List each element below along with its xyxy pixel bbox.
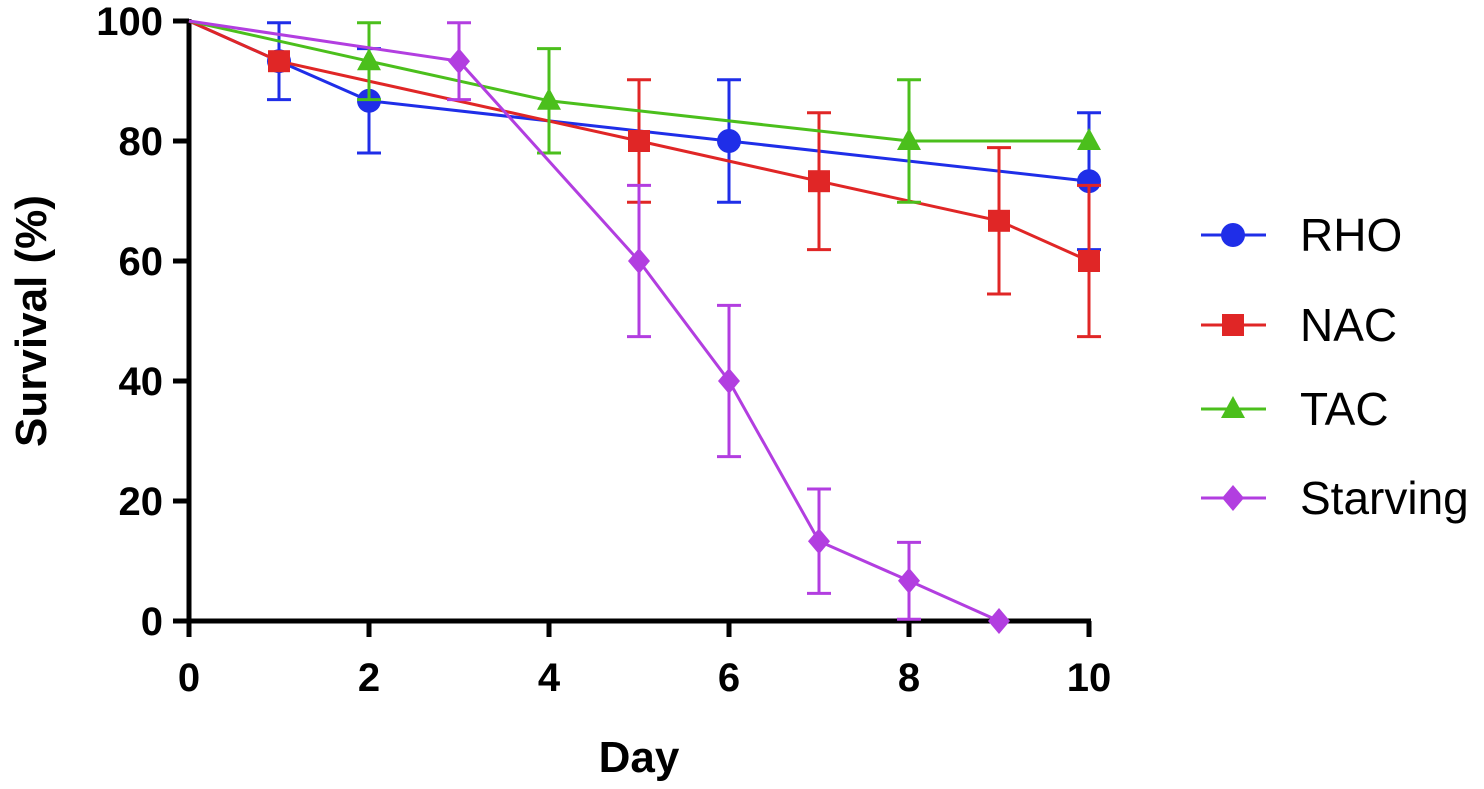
data-point-starving xyxy=(448,48,470,75)
series-tac xyxy=(188,19,1101,204)
data-point-nac xyxy=(1078,250,1100,272)
y-tick-label: 80 xyxy=(119,120,164,164)
legend-label: Starving xyxy=(1300,472,1469,524)
series-starving xyxy=(188,19,1010,634)
data-point-rho xyxy=(1077,169,1101,194)
series-nac xyxy=(188,19,1101,339)
legend-label: TAC xyxy=(1300,383,1389,435)
legend-marker xyxy=(1221,396,1245,418)
data-point-starving xyxy=(718,368,740,394)
y-tick-label: 60 xyxy=(119,240,164,284)
x-tick-label: 4 xyxy=(538,656,561,700)
legend-item-rho: RHO xyxy=(1201,209,1402,261)
x-tick-label: 6 xyxy=(718,656,740,700)
data-point-nac xyxy=(268,50,290,73)
series-line-starving xyxy=(188,19,1000,623)
y-tick-label: 40 xyxy=(119,360,164,404)
y-axis-title: Survival (%) xyxy=(7,195,56,447)
legend-marker xyxy=(1221,223,1245,247)
data-point-nac xyxy=(808,170,830,193)
data-point-starving xyxy=(988,608,1010,634)
legend-item-tac: TAC xyxy=(1201,383,1389,435)
data-point-tac xyxy=(1077,128,1101,150)
data-point-tac xyxy=(357,48,381,71)
legend-marker xyxy=(1222,314,1244,336)
y-tick-label: 100 xyxy=(96,0,163,44)
data-point-starving xyxy=(808,528,830,555)
x-tick-label: 2 xyxy=(358,656,380,700)
data-point-starving xyxy=(628,248,650,274)
x-axis-title: Day xyxy=(599,733,680,782)
x-tick-label: 10 xyxy=(1067,656,1112,700)
legend-item-nac: NAC xyxy=(1201,299,1397,351)
data-point-tac xyxy=(537,87,561,110)
legend-item-starving: Starving xyxy=(1201,472,1469,524)
y-tick-label: 0 xyxy=(141,600,163,644)
series-line-nac xyxy=(188,19,1090,263)
data-point-tac xyxy=(897,128,921,150)
legend-label: RHO xyxy=(1300,209,1402,261)
x-tick-label: 0 xyxy=(178,656,200,700)
data-point-rho xyxy=(717,129,741,153)
x-tick-label: 8 xyxy=(898,656,920,700)
legend-label: NAC xyxy=(1300,299,1397,351)
data-point-nac xyxy=(628,130,650,152)
y-tick-label: 20 xyxy=(119,480,164,524)
data-point-starving xyxy=(898,567,920,594)
data-point-nac xyxy=(988,209,1010,232)
legend-marker xyxy=(1222,485,1244,511)
